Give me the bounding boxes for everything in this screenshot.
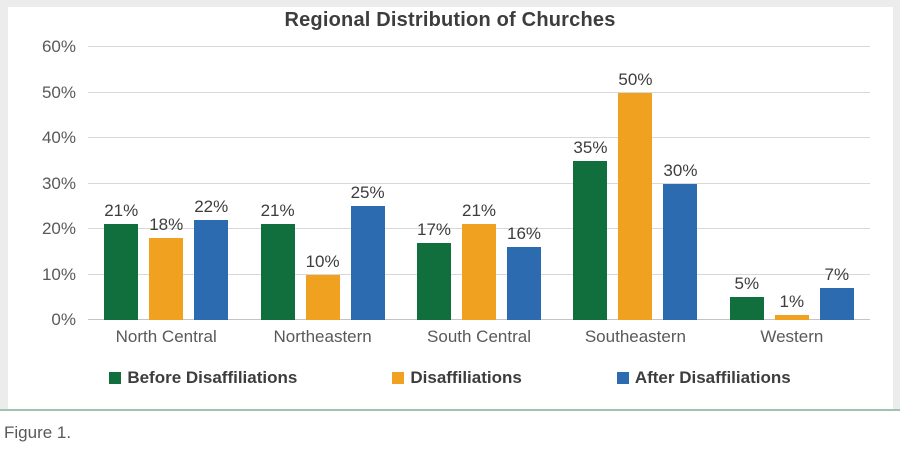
bar-fill [194, 219, 229, 320]
bar-value-label: 7% [824, 265, 850, 285]
legend-item: Disaffiliations [392, 368, 522, 388]
bar-groups: 21% 18% 22% 21% 10% 25% 17% 21% 16% 35% 50% 30% 5% 1%… [88, 47, 870, 320]
bar-fill [507, 247, 542, 320]
bar-group: 21% 10% 25% [244, 47, 400, 320]
bar-fill [573, 160, 608, 320]
legend: Before Disaffiliations Disaffiliations Aft… [0, 368, 900, 388]
screenshot-edge-right [893, 0, 900, 409]
figure-caption: Figure 1. [4, 423, 72, 442]
y-axis-tick-label: 50% [41, 82, 76, 102]
bar-fill [260, 224, 295, 320]
bar: 50% [618, 70, 653, 320]
bar-value-label: 22% [194, 196, 229, 216]
x-axis-labels: North Central Northeastern South Central So… [88, 327, 870, 347]
legend-item: After Disaffiliations [616, 368, 791, 388]
x-axis-label: Northeastern [273, 327, 372, 346]
bar-fill [663, 183, 698, 320]
legend-label: After Disaffiliations [634, 368, 791, 387]
bar: 35% [573, 138, 608, 320]
bar-value-label: 50% [618, 69, 653, 89]
gridline [88, 91, 870, 93]
bar-fill [305, 274, 340, 320]
gridline [88, 46, 870, 47]
bar-value-label: 1% [779, 292, 805, 312]
bar: 18% [149, 215, 184, 320]
y-axis-tick-label: 10% [41, 264, 76, 284]
bar-value-label: 10% [305, 251, 340, 271]
y-axis-tick-label: 40% [41, 128, 76, 147]
y-axis: 0% 10% 20% 30% 40% 50% 60% [10, 37, 76, 329]
legend-label: Disaffiliations [410, 368, 522, 387]
legend-swatch-icon [616, 372, 629, 384]
plot-area: 21% 18% 22% 21% 10% 25% 17% 21% 16% 35% 50% 30% 5% 1%… [88, 46, 870, 320]
bar-value-label: 21% [462, 201, 497, 221]
y-axis-tick-label: 30% [41, 173, 76, 193]
legend-label: Before Disaffiliations [127, 368, 298, 387]
bar-fill [819, 288, 854, 320]
bar-fill [104, 224, 139, 320]
bar-group: 17% 21% 16% [401, 47, 557, 320]
bar-value-label: 21% [104, 201, 139, 221]
bar: 21% [104, 201, 139, 320]
bar-fill [417, 242, 452, 320]
legend-item: Before Disaffiliations [109, 368, 297, 388]
bar: 17% [417, 220, 452, 320]
bar-fill [729, 297, 764, 320]
bar-value-label: 18% [149, 215, 184, 235]
bar-fill [774, 315, 809, 320]
bar: 5% [729, 274, 764, 320]
bar-value-label: 17% [417, 219, 452, 239]
legend-swatch-icon [109, 372, 122, 384]
bar: 21% [462, 201, 497, 320]
legend-swatch-icon [392, 372, 405, 384]
bar-value-label: 30% [663, 160, 698, 180]
bar: 1% [774, 292, 809, 320]
gridline [88, 182, 870, 184]
x-axis-label: Southeastern [584, 327, 686, 346]
bar-fill [149, 238, 184, 320]
bar-fill [618, 92, 653, 320]
bar-group: 35% 50% 30% [557, 47, 713, 320]
bar-value-label: 25% [350, 183, 385, 203]
x-axis-label: South Central [427, 327, 531, 346]
bar-fill [350, 206, 385, 320]
screenshot-edge-left [0, 0, 8, 409]
bar: 22% [194, 197, 229, 320]
bar: 10% [305, 252, 340, 320]
bar-value-label: 21% [260, 201, 295, 221]
bar: 25% [350, 183, 385, 320]
bar-value-label: 35% [573, 137, 608, 157]
x-axis-label: Western [760, 327, 824, 346]
y-axis-tick-label: 20% [41, 219, 76, 238]
bar-value-label: 5% [734, 274, 760, 294]
divider-rule [0, 409, 900, 411]
bar-fill [462, 224, 497, 320]
bar-value-label: 16% [507, 224, 542, 244]
bar: 21% [260, 201, 295, 320]
chart-title: Regional Distribution of Churches [284, 9, 616, 31]
bar: 7% [819, 265, 854, 320]
y-axis-tick-label: 60% [41, 37, 76, 56]
bar: 30% [663, 161, 698, 320]
bar-group: 5% 1% 7% [714, 47, 870, 320]
x-axis-label: North Central [115, 327, 217, 346]
screenshot-edge-top [0, 0, 900, 7]
gridline [88, 137, 870, 138]
y-axis-tick-label: 0% [51, 310, 76, 329]
bar: 16% [507, 224, 542, 320]
bar-group: 21% 18% 22% [88, 47, 244, 320]
